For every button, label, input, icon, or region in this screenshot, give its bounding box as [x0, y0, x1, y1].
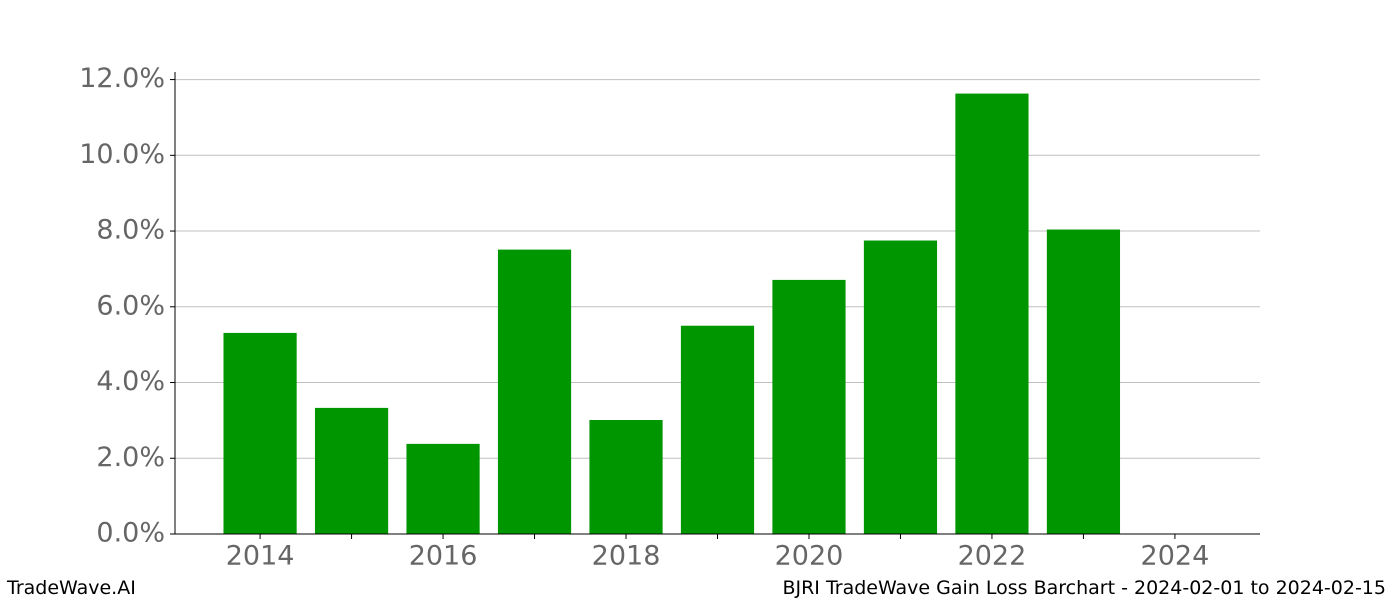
y-tick-label: 2.0%: [96, 442, 165, 473]
bar: [223, 332, 297, 534]
bar: [406, 443, 480, 534]
x-tick-label: 2020: [775, 541, 844, 572]
x-tick-label: 2022: [958, 541, 1027, 572]
bar: [863, 240, 938, 534]
bar: [1046, 229, 1121, 534]
bar: [497, 249, 572, 534]
y-tick-label: 12.0%: [79, 63, 165, 94]
x-tick-label: 2014: [226, 541, 295, 572]
y-tick-label: 4.0%: [96, 366, 165, 397]
y-tick-label: 0.0%: [96, 518, 165, 549]
x-tick-label: 2024: [1141, 541, 1210, 572]
bar: [314, 407, 389, 534]
x-tick-label: 2018: [592, 541, 661, 572]
bar: [680, 325, 755, 534]
x-tick-label: 2016: [409, 541, 478, 572]
bar: [955, 93, 1029, 535]
bar: [772, 279, 846, 534]
footer-left: TradeWave.AI: [6, 577, 136, 599]
y-tick-label: 10.0%: [79, 139, 165, 170]
footer-right: BJRI TradeWave Gain Loss Barchart - 2024…: [782, 577, 1386, 599]
y-tick-label: 8.0%: [96, 215, 165, 246]
bar: [589, 420, 663, 534]
y-tick-label: 6.0%: [96, 290, 165, 321]
